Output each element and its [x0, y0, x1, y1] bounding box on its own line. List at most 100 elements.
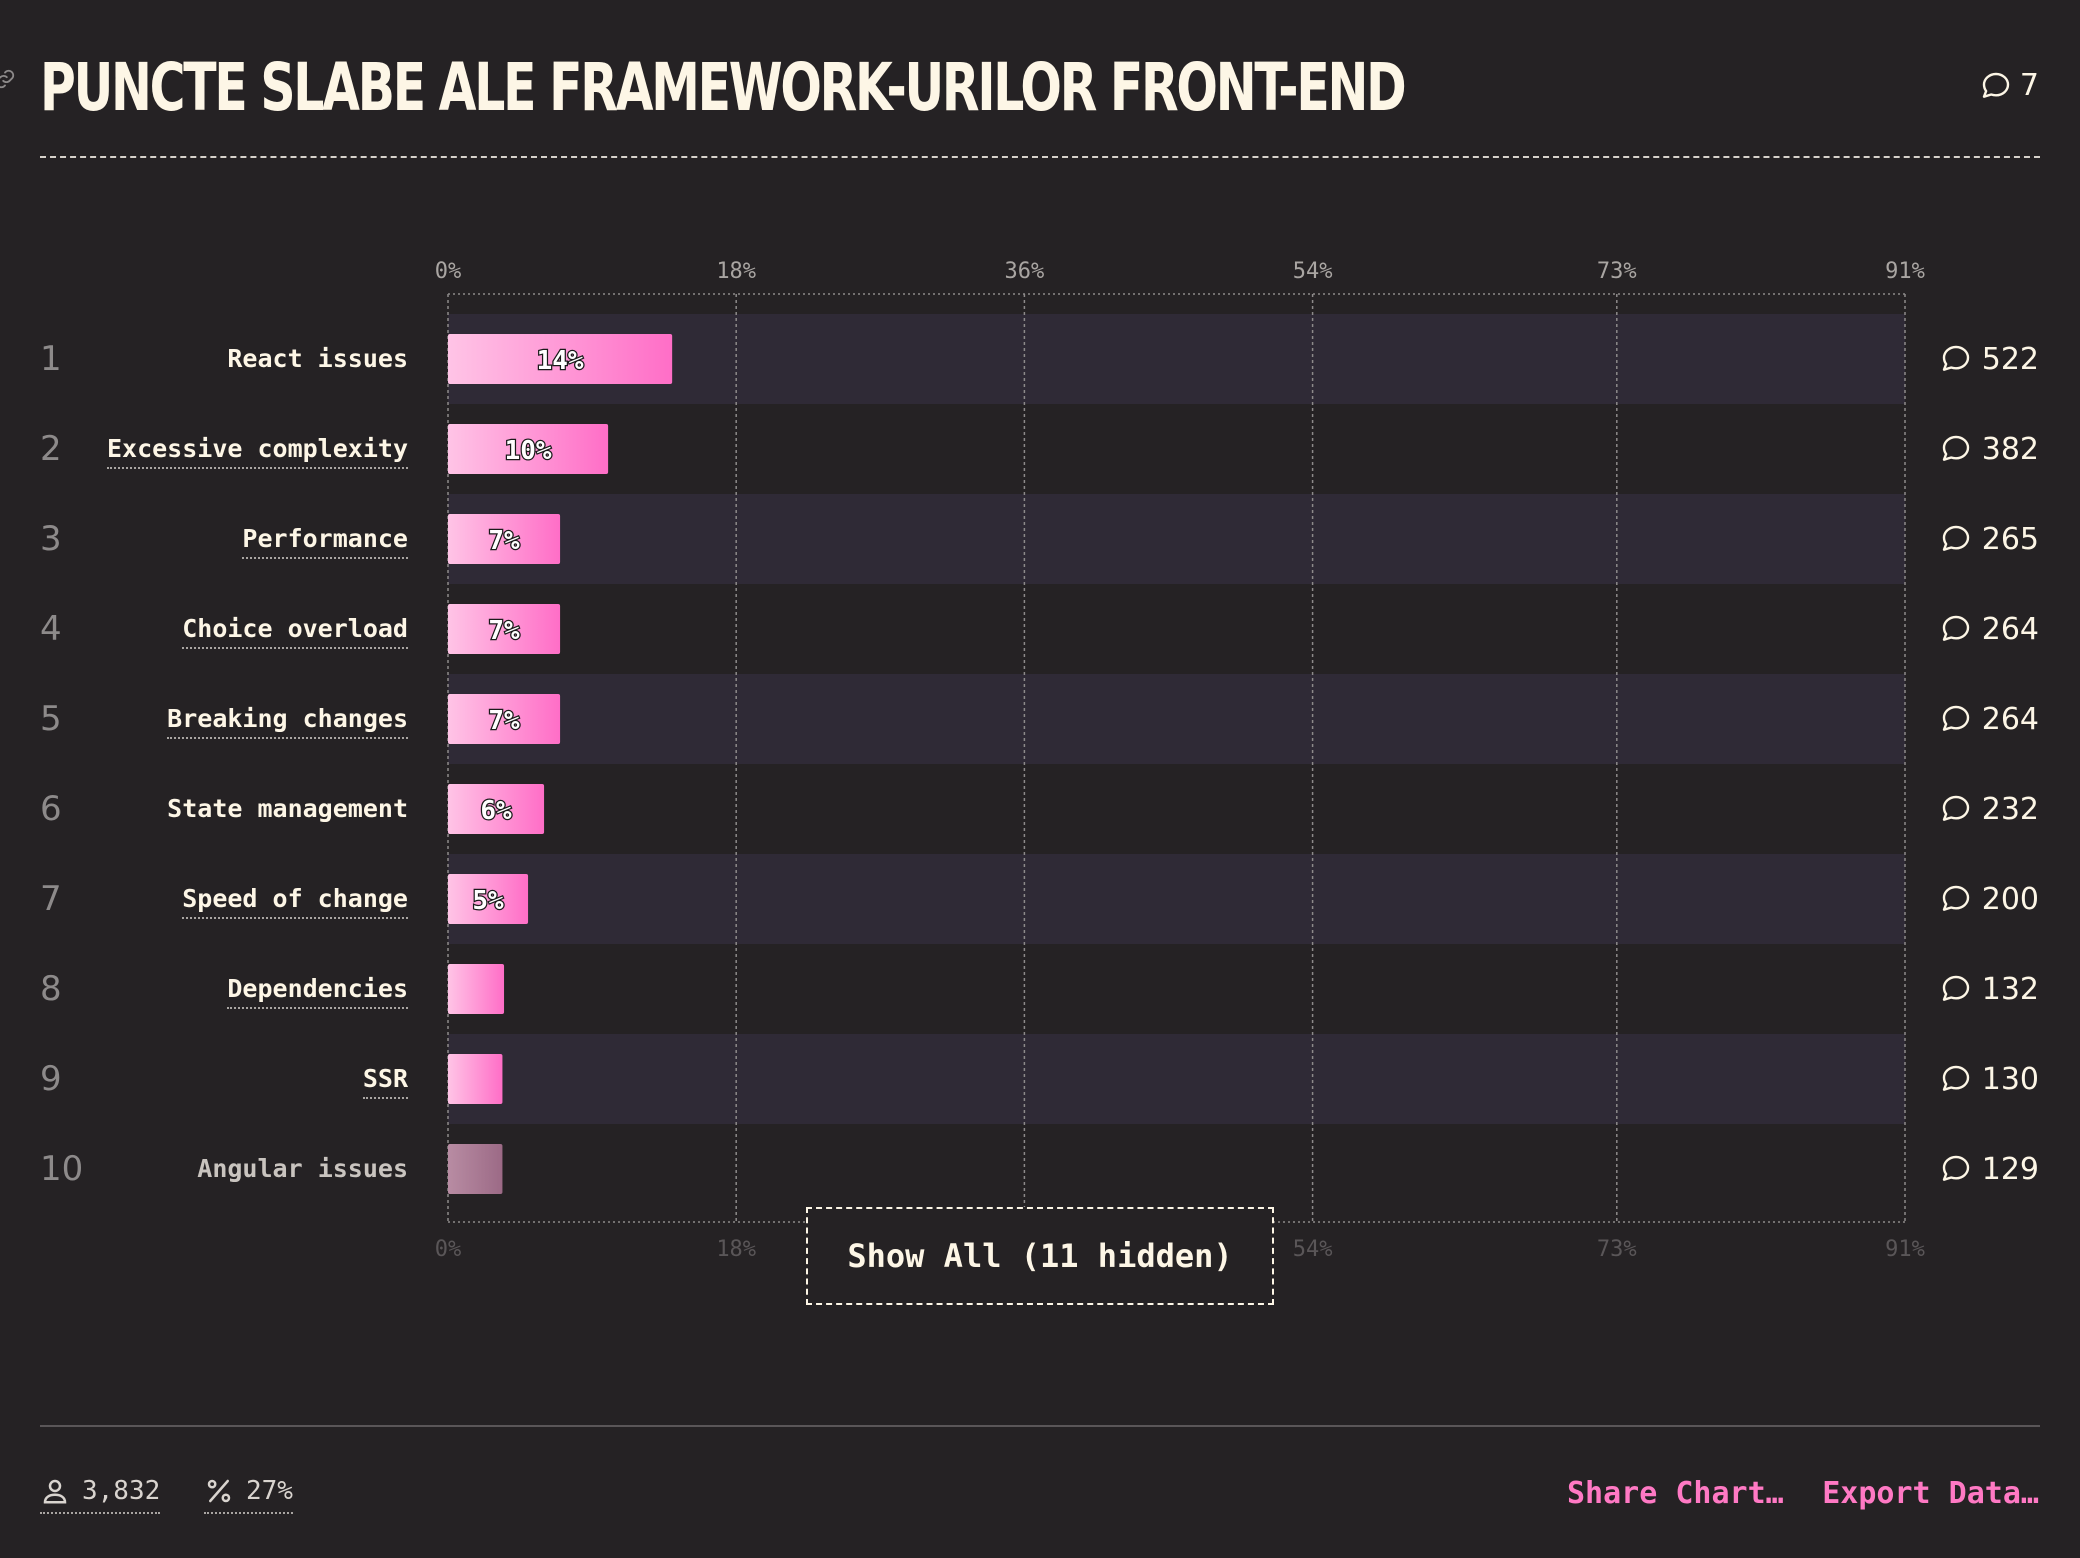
bar[interactable]: [448, 964, 505, 1014]
row-rank: 3: [40, 519, 62, 559]
comment-icon: [1942, 975, 1969, 1001]
bar[interactable]: [448, 604, 561, 654]
x-tick-label-bottom: 54%: [1293, 1237, 1333, 1262]
row-comments[interactable]: 200: [1940, 879, 2039, 919]
comment-count: 382: [1981, 431, 2039, 467]
category-label-text: Dependencies: [227, 974, 408, 1009]
row-rank: 1: [40, 339, 62, 379]
comment-count: 522: [1981, 341, 2039, 377]
category-label-text: Speed of change: [182, 884, 408, 919]
row-comments[interactable]: 265: [1940, 519, 2039, 559]
bar[interactable]: [448, 424, 609, 474]
row-comments[interactable]: 129: [1940, 1149, 2039, 1189]
category-label-text: React issues: [227, 344, 408, 373]
row-band: [448, 314, 1905, 404]
row-comments[interactable]: 130: [1940, 1059, 2039, 1099]
category-label[interactable]: SSR: [362, 1059, 408, 1099]
category-label[interactable]: Breaking changes: [167, 699, 408, 739]
x-tick-label-bottom: 73%: [1597, 1237, 1637, 1262]
bar-value-label: 10%: [505, 436, 552, 466]
comment-icon: [1942, 525, 1969, 551]
row-comments[interactable]: 522: [1940, 339, 2039, 379]
chart-title: PUNCTE SLABE ALE FRAMEWORK-URILOR FRONT-…: [40, 49, 1407, 126]
bar-value-label: 6%: [480, 796, 512, 826]
comment-icon: [1942, 435, 1969, 461]
bar[interactable]: [448, 694, 561, 744]
bar[interactable]: [448, 334, 673, 384]
respondents-count: 3,832: [82, 1476, 161, 1506]
title-comments[interactable]: 7: [1980, 68, 2039, 103]
comment-count: 264: [1981, 611, 2039, 647]
category-label[interactable]: State management: [167, 789, 408, 829]
bar-value-label: 7%: [488, 616, 520, 646]
row-comments[interactable]: 382: [1940, 429, 2039, 469]
share-chart-link[interactable]: Share Chart…: [1567, 1476, 1784, 1511]
category-label[interactable]: Performance: [242, 519, 408, 559]
row-band: [448, 494, 1905, 584]
bar[interactable]: [448, 784, 545, 834]
row-comments[interactable]: 264: [1940, 699, 2039, 739]
x-tick-label-top: 0%: [435, 259, 462, 284]
x-tick-label-top: 36%: [1005, 259, 1045, 284]
row-rank: 10: [40, 1149, 84, 1189]
comment-icon: [1942, 705, 1969, 731]
comment-icon: [1942, 1155, 1969, 1181]
bar[interactable]: [448, 1144, 503, 1194]
category-label[interactable]: Speed of change: [182, 879, 408, 919]
show-all-button[interactable]: Show All (11 hidden): [806, 1207, 1274, 1305]
comment-count: 264: [1981, 701, 2039, 737]
row-band: [448, 854, 1905, 944]
comment-icon: [1942, 1065, 1969, 1091]
row-rank: 7: [40, 879, 62, 919]
row-comments[interactable]: 232: [1940, 789, 2039, 829]
comment-count: 265: [1981, 521, 2039, 557]
bar-value-label: 5%: [472, 886, 504, 916]
x-tick-label-top: 73%: [1597, 259, 1637, 284]
category-label-text: Excessive complexity: [106, 434, 408, 469]
respondents-stat[interactable]: 3,832: [40, 1474, 161, 1514]
category-label-text: State management: [167, 794, 408, 823]
category-label[interactable]: React issues: [227, 339, 408, 379]
title-divider: [40, 156, 2040, 158]
x-tick-label-top: 18%: [716, 259, 756, 284]
link-icon[interactable]: [0, 68, 16, 90]
row-bands: [448, 314, 1905, 1124]
row-band: [448, 674, 1905, 764]
comment-icon: [1942, 615, 1969, 641]
row-comments[interactable]: 264: [1940, 609, 2039, 649]
comment-icon: [1982, 72, 2010, 98]
comment-count: 132: [1981, 971, 2039, 1007]
row-comments[interactable]: 132: [1940, 969, 2039, 1009]
comment-count: 130: [1981, 1061, 2039, 1097]
category-label[interactable]: Dependencies: [227, 969, 408, 1009]
comment-icon: [1942, 885, 1969, 911]
bar-value-label: 14%: [537, 346, 584, 376]
footer-divider: [40, 1425, 2040, 1427]
row-rank: 5: [40, 699, 62, 739]
export-data-link[interactable]: Export Data…: [1822, 1476, 2039, 1511]
x-tick-label-bottom: 91%: [1885, 1237, 1925, 1262]
row-band: [448, 1034, 1905, 1124]
row-rank: 4: [40, 609, 62, 649]
title-comments-count: 7: [2019, 68, 2039, 103]
category-label-text: SSR: [362, 1064, 408, 1099]
row-rank: 8: [40, 969, 62, 1009]
comment-count: 232: [1981, 791, 2039, 827]
category-label-text: Angular issues: [197, 1154, 408, 1183]
category-label[interactable]: Excessive complexity: [106, 429, 408, 469]
x-tick-label-bottom: 18%: [716, 1237, 756, 1262]
percent-stat[interactable]: 27%: [204, 1474, 293, 1514]
bars: 14% 10% 7% 7% 7% 6% 5%: [448, 334, 673, 1194]
bar[interactable]: [448, 514, 561, 564]
bar[interactable]: [448, 1054, 503, 1104]
category-label[interactable]: Angular issues: [197, 1149, 408, 1189]
x-tick-label-bottom: 0%: [435, 1237, 462, 1262]
bar-value-label: 7%: [488, 706, 520, 736]
category-label-text: Performance: [242, 524, 408, 559]
category-label-text: Choice overload: [182, 614, 408, 649]
row-rank: 6: [40, 789, 62, 829]
category-label[interactable]: Choice overload: [182, 609, 408, 649]
bar[interactable]: [448, 874, 529, 924]
grid-lines: [447, 293, 1906, 1223]
row-rank: 9: [40, 1059, 62, 1099]
